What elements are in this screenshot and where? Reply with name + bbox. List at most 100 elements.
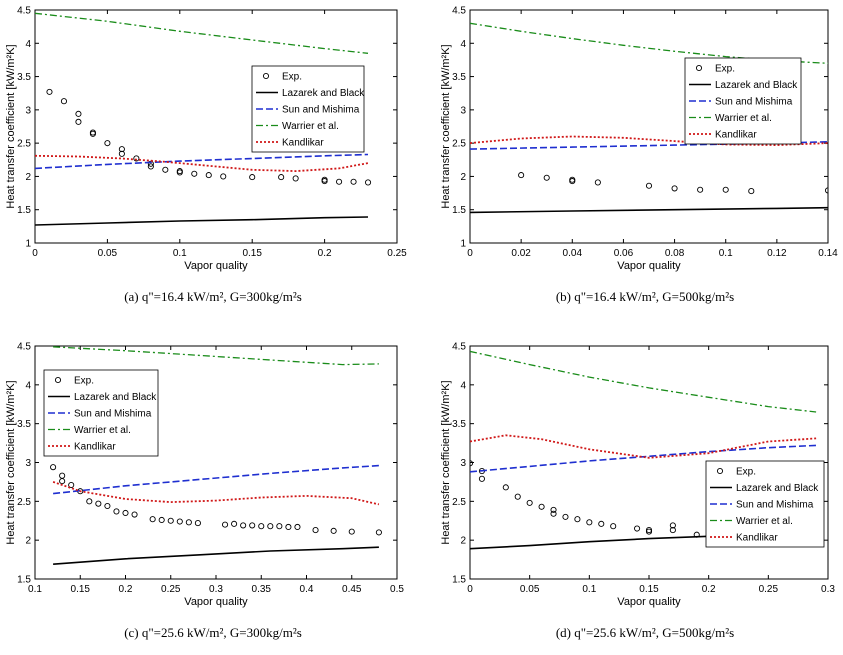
- exp-point-a: [205, 172, 212, 179]
- panel-b: 0 0.02 0.04 0.06 0.08 0.1 0.12 0.14 1 1.5 2 2.5 3 3.5…: [440, 6, 838, 305]
- x-tick-label-b: 0.02: [511, 248, 531, 259]
- y-tick-label-a: 1.5: [17, 205, 31, 216]
- y-tick-label-b: 1: [460, 239, 466, 250]
- x-tick-label-c: 0.1: [28, 584, 42, 595]
- exp-point-b: [697, 186, 704, 193]
- exp-point-c: [68, 481, 75, 489]
- exp-point-a: [60, 98, 68, 105]
- y-tick-label-c: 4: [25, 380, 31, 391]
- exp-point-c: [285, 523, 292, 531]
- exp-point-c: [231, 520, 238, 527]
- x-tick-label-d: 0.2: [702, 584, 716, 595]
- y-tick-label-d: 2.5: [452, 497, 466, 508]
- x-tick-label-d: 0.05: [520, 584, 540, 595]
- exp-point-a: [46, 88, 53, 95]
- exp-point-c: [176, 518, 183, 525]
- y-tick-label-c: 3: [25, 458, 31, 469]
- exp-point-d: [610, 523, 617, 530]
- x-axis-label-c: Vapor quality: [184, 596, 248, 608]
- legend-entry-warrier-et-al-d: Warrier et al.: [736, 516, 793, 527]
- series-line-lazarek-and-black-a: [35, 216, 369, 226]
- x-tick-label-c: 0.25: [161, 584, 181, 595]
- y-tick-label-d: 4: [460, 380, 466, 391]
- x-axis-label-b: Vapor quality: [617, 260, 681, 272]
- legend-symbol-exp-a: [262, 72, 270, 80]
- x-tick-label-b: 0.04: [563, 248, 583, 259]
- y-tick-label-c: 2: [25, 536, 31, 547]
- legend-entry-exp-a: Exp.: [282, 72, 302, 83]
- exp-point-d: [470, 460, 474, 467]
- y-tick-label-d: 2: [460, 536, 466, 547]
- y-tick-label-b: 4: [460, 39, 466, 50]
- x-tick-label-a: 0.05: [98, 248, 118, 259]
- series-line-lazarek-and-black-b: [470, 206, 828, 214]
- exp-point-a: [321, 178, 328, 185]
- exp-point-d: [538, 503, 545, 510]
- y-tick-label-a: 3: [25, 105, 31, 116]
- x-tick-label-d: 0.3: [821, 584, 835, 595]
- x-tick-label-d: 0.25: [759, 584, 779, 595]
- y-tick-label-b: 3: [460, 105, 466, 116]
- exp-point-c: [294, 523, 301, 531]
- series-line-warrier-et-al-c: [53, 346, 379, 366]
- x-tick-label-a: 0.2: [318, 248, 332, 259]
- legend-symbol-exp-c: [54, 376, 62, 384]
- x-tick-label-b: 0.08: [665, 248, 685, 259]
- caption-d: (d) q"=25.6 kW/m², G=500kg/m²s: [556, 625, 734, 640]
- y-tick-label-a: 4.5: [17, 6, 31, 17]
- series-line-warrier-et-al-d: [470, 350, 817, 413]
- exp-point-c: [167, 517, 174, 524]
- exp-point-b: [594, 179, 601, 186]
- panel-d: 0 0.05 0.1 0.15 0.2 0.25 0.3 1.5 2 2.5 3 3.5 4 4.5 Vap…: [440, 342, 835, 641]
- y-tick-label-d: 3: [460, 458, 466, 469]
- x-tick-label-d: 0.1: [582, 584, 596, 595]
- caption-c: (c) q"=25.6 kW/m², G=300kg/m²s: [124, 625, 302, 640]
- panel-c: 0.1 0.15 0.2 0.25 0.3 0.35 0.4 0.45 0.5 1.5 2 2.5 3 3…: [5, 342, 404, 641]
- exp-point-c: [375, 529, 382, 536]
- y-tick-label-b: 3.5: [452, 72, 466, 83]
- exp-point-d: [586, 519, 593, 526]
- exp-point-b: [671, 185, 678, 192]
- exp-point-c: [149, 516, 156, 523]
- legend-entry-lazarek-and-black-b: Lazarek and Black: [715, 80, 798, 91]
- exp-point-d: [526, 499, 533, 506]
- exp-point-c: [221, 521, 229, 528]
- y-tick-label-c: 1.5: [17, 575, 31, 586]
- y-tick-label-c: 3.5: [17, 419, 31, 430]
- exp-point-c: [267, 523, 274, 530]
- exp-point-b: [518, 172, 525, 179]
- x-tick-label-b: 0.06: [614, 248, 634, 259]
- exp-point-c: [348, 528, 355, 535]
- x-tick-label-d: 0.15: [639, 584, 659, 595]
- exp-point-d: [514, 493, 521, 500]
- exp-point-c: [50, 464, 57, 471]
- legend-entry-warrier-et-al-b: Warrier et al.: [715, 113, 772, 124]
- legend-entry-exp-b: Exp.: [715, 64, 735, 75]
- x-tick-label-d: 0: [467, 584, 473, 595]
- series-line-kandlikar-c: [52, 481, 380, 506]
- legend-entry-lazarek-and-black-a: Lazarek and Black: [282, 88, 365, 99]
- exp-point-c: [158, 516, 165, 524]
- x-tick-label-c: 0.15: [71, 584, 91, 595]
- exp-point-d: [478, 475, 485, 482]
- exp-point-a: [89, 130, 96, 137]
- y-tick-label-b: 4.5: [452, 6, 466, 17]
- y-tick-label-a: 2: [25, 172, 31, 183]
- legend-d: Exp. Lazarek and Black Sun and Mishima Warr…: [705, 460, 825, 548]
- legend-entry-kandlikar-c: Kandlikar: [74, 442, 116, 453]
- exp-point-d: [550, 510, 557, 517]
- legend-a: Exp. Lazarek and Black Sun and Mishima Warr…: [251, 65, 365, 153]
- exp-point-b: [824, 187, 828, 194]
- y-axis-label-a: Heat transfer coefficient [kW/m²K]: [5, 44, 17, 208]
- y-tick-label-c: 2.5: [17, 497, 31, 508]
- exp-point-b: [569, 176, 576, 183]
- exp-point-b: [543, 174, 550, 181]
- legend-entry-sun-and-mishima-d: Sun and Mishima: [736, 500, 814, 511]
- exp-point-a: [147, 163, 154, 170]
- exp-point-a: [133, 155, 140, 162]
- x-tick-label-b: 0.1: [719, 248, 733, 259]
- legend-entry-lazarek-and-black-d: Lazarek and Black: [736, 483, 819, 494]
- exp-point-a: [75, 118, 82, 125]
- legend-entry-warrier-et-al-c: Warrier et al.: [74, 425, 131, 436]
